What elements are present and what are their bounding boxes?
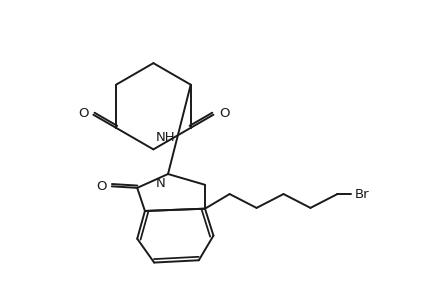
Text: N: N xyxy=(156,177,166,190)
Text: O: O xyxy=(219,107,229,120)
Text: Br: Br xyxy=(354,188,369,201)
Text: O: O xyxy=(78,107,89,120)
Text: O: O xyxy=(97,180,107,193)
Text: NH: NH xyxy=(156,131,176,144)
